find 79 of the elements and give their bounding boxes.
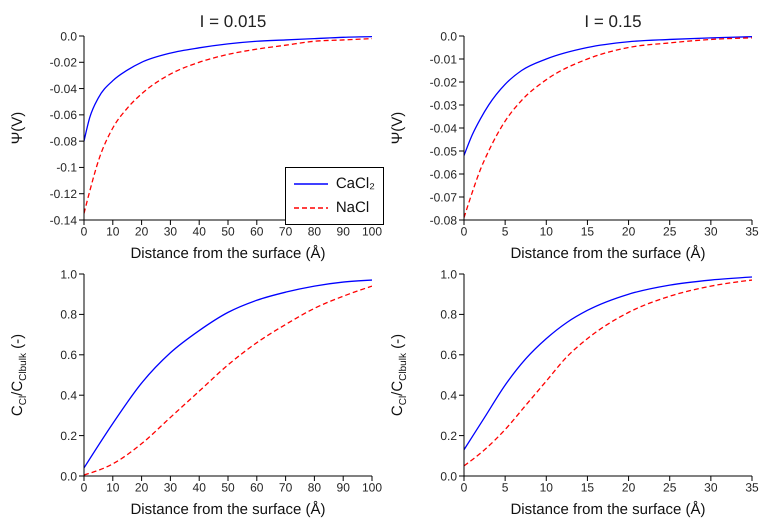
y-tick-label: -0.07 xyxy=(430,190,458,204)
x-tick-label: 100 xyxy=(362,224,382,239)
y-axis-title: Ψ(V) xyxy=(9,112,26,144)
chart-title: I = 0.015 xyxy=(198,12,268,32)
y-tick-label: -0.01 xyxy=(430,52,458,66)
x-tick-label: 10 xyxy=(540,224,554,239)
x-tick-label: 35 xyxy=(745,224,759,239)
line-series xyxy=(464,36,752,156)
y-tick-label: 0.2 xyxy=(440,428,458,443)
x-tick-label: 100 xyxy=(362,480,382,495)
y-tick-label: -0.06 xyxy=(430,167,458,182)
y-tick-label: 1.0 xyxy=(60,267,78,282)
x-tick-label: 25 xyxy=(663,480,677,495)
y-tick-label: -0.1 xyxy=(56,160,78,175)
x-tick-label: 15 xyxy=(580,480,594,495)
y-tick-label: -0.05 xyxy=(430,144,458,158)
x-tick-label: 35 xyxy=(745,480,759,495)
x-tick-label: 20 xyxy=(134,224,149,239)
x-tick-label: 40 xyxy=(192,480,206,495)
y-tick-label: -0.08 xyxy=(430,213,458,228)
x-axis-title: Distance from the surface (Å) xyxy=(130,500,326,518)
x-tick-label: 50 xyxy=(221,480,235,495)
x-tick-label: 80 xyxy=(308,224,322,239)
y-tick-label: -0.02 xyxy=(50,56,78,70)
y-tick-label: 0.0 xyxy=(60,29,78,44)
y-tick-label: 0.6 xyxy=(60,348,78,362)
x-tick-label: 40 xyxy=(192,224,206,239)
x-axis-title: Distance from the surface (Å) xyxy=(510,500,706,518)
y-tick-label: 0.0 xyxy=(440,469,458,484)
x-tick-label: 20 xyxy=(134,480,149,495)
x-tick-label: 30 xyxy=(704,480,718,495)
x-tick-label: 30 xyxy=(164,224,178,239)
y-tick-label: 0.6 xyxy=(440,348,458,362)
y-tick-label: 0.8 xyxy=(60,308,78,322)
x-tick-label: 5 xyxy=(502,224,509,239)
x-tick-label: 60 xyxy=(250,224,264,239)
x-tick-label: 0 xyxy=(460,224,468,239)
y-tick-label: -0.08 xyxy=(50,134,78,148)
y-tick-label: -0.12 xyxy=(50,186,78,201)
y-tick-label: -0.04 xyxy=(430,121,458,136)
x-tick-label: 5 xyxy=(502,480,509,495)
y-tick-label: 1.0 xyxy=(440,267,458,282)
legend-label: CaCl₂ xyxy=(336,174,375,194)
y-tick-label: 0.4 xyxy=(440,388,458,402)
x-tick-label: 30 xyxy=(164,480,178,495)
x-tick-label: 70 xyxy=(278,480,293,495)
x-tick-label: 60 xyxy=(250,480,264,495)
x-tick-label: 90 xyxy=(336,224,350,239)
chart-title: I = 0.15 xyxy=(583,12,643,32)
y-axis-title: Ψ(V) xyxy=(389,112,406,144)
x-tick-label: 10 xyxy=(540,480,554,495)
y-tick-label: -0.06 xyxy=(50,108,78,122)
y-tick-label: -0.04 xyxy=(50,82,78,96)
y-tick-label: -0.03 xyxy=(430,98,458,112)
x-tick-label: 80 xyxy=(308,480,322,495)
line-series xyxy=(84,36,372,142)
y-tick-label: 0.8 xyxy=(440,308,458,322)
y-tick-label: 0.0 xyxy=(440,29,458,44)
x-tick-label: 0 xyxy=(80,480,88,495)
y-tick-label: 0.2 xyxy=(60,428,78,443)
x-tick-label: 25 xyxy=(663,224,677,239)
x-tick-label: 0 xyxy=(460,480,468,495)
x-tick-label: 10 xyxy=(106,480,120,495)
x-tick-label: 15 xyxy=(580,224,594,239)
x-tick-label: 70 xyxy=(278,224,293,239)
x-tick-label: 30 xyxy=(704,224,718,239)
x-axis-title: Distance from the surface (Å) xyxy=(510,244,706,262)
x-tick-label: 50 xyxy=(221,224,235,239)
x-axis-title: Distance from the surface (Å) xyxy=(130,244,326,262)
x-tick-label: 10 xyxy=(106,224,120,239)
y-tick-label: -0.02 xyxy=(430,75,458,90)
x-tick-label: 20 xyxy=(622,224,636,239)
y-tick-label: 0.4 xyxy=(60,388,78,402)
y-tick-label: 0.0 xyxy=(60,469,78,484)
legend-label: NaCl xyxy=(336,198,370,218)
y-tick-label: -0.14 xyxy=(50,213,78,228)
x-tick-label: 0 xyxy=(80,224,88,239)
x-tick-label: 20 xyxy=(622,480,636,495)
x-tick-label: 90 xyxy=(336,480,350,495)
